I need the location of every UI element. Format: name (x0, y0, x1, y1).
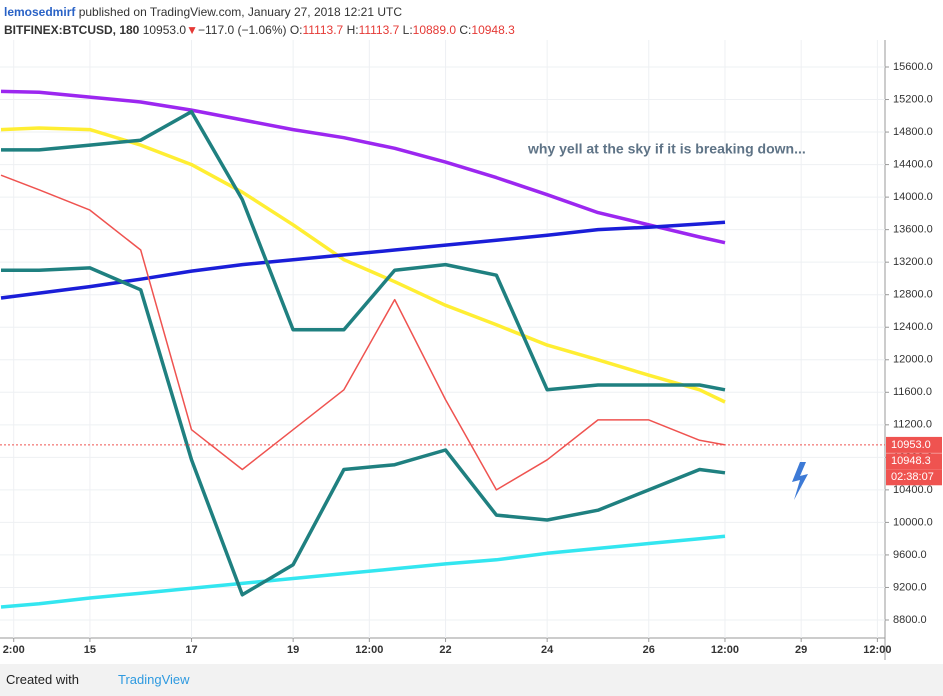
series-line (0, 534, 726, 609)
o-label: O: (289, 23, 303, 37)
brand[interactable]: TradingView (118, 672, 190, 687)
x-tick-label: 2:00 (3, 644, 25, 656)
x-tick-label: 12:00 (711, 644, 739, 656)
y-tick-label: 10000.0 (893, 516, 933, 528)
x-tick-label: 24 (541, 644, 554, 656)
x-tick-label: 15 (84, 644, 96, 656)
created-with: Created with (6, 672, 79, 687)
y-tick-label: 14000.0 (893, 191, 933, 203)
y-tick-label: 12400.0 (893, 321, 933, 333)
y-tick-label: 8800.0 (893, 614, 927, 626)
c-label: C: (459, 23, 472, 37)
countdown: 02:38:07 (891, 471, 934, 483)
price-label: 10953.0 (891, 439, 931, 451)
lightning-icon (792, 462, 808, 500)
price-label-box (886, 436, 942, 453)
x-tick-label: 12:00 (355, 644, 383, 656)
x-tick-label: 26 (643, 644, 655, 656)
series-line (1, 266, 726, 597)
y-tick-label: 14400.0 (893, 158, 933, 170)
series-line (0, 126, 726, 404)
series-line (0, 174, 726, 491)
y-tick-label: 15200.0 (893, 93, 933, 105)
price-label-box (886, 453, 942, 470)
plot-bg (0, 40, 885, 660)
published: published on TradingView.com, January 27… (78, 5, 403, 19)
x-tick-label: 22 (439, 644, 451, 656)
y-tick-label: 12000.0 (893, 354, 933, 366)
y-tick-label: 15600.0 (893, 61, 933, 73)
x-tick-label: 19 (287, 644, 299, 656)
x-tick-label: 17 (185, 644, 197, 656)
x-tick-label: 29 (795, 644, 807, 656)
y-tick-label: 13200.0 (893, 256, 933, 268)
series-line (1, 109, 726, 392)
y-tick-label: 9200.0 (893, 581, 927, 593)
chart: why yell at the sky if it is breaking do… (0, 40, 942, 660)
arrow: ▼ (186, 23, 198, 37)
price-label: 10948.3 (891, 455, 931, 467)
countdown-box (886, 469, 942, 486)
symbol: BITFINEX:BTCUSD, 180 (4, 23, 140, 37)
low: 10889.0 (412, 23, 457, 37)
high: 11113.7 (358, 23, 400, 37)
footer: Created with TradingView (0, 664, 943, 696)
y-tick-label: 14800.0 (893, 126, 933, 138)
last: 10953.0 (142, 23, 187, 37)
series-line (0, 220, 726, 300)
series-line (0, 89, 726, 245)
h-label: H: (346, 23, 359, 37)
header: lemosedmirf published on TradingView.com… (4, 3, 515, 39)
open: 11113.7 (302, 23, 344, 37)
y-tick-label: 12800.0 (893, 289, 933, 301)
y-tick-label: 11200.0 (893, 419, 932, 431)
y-tick-label: 13600.0 (893, 224, 933, 236)
y-tick-label: 10400.0 (893, 484, 933, 496)
y-tick-label: 9600.0 (893, 549, 927, 561)
author[interactable]: lemosedmirf (4, 5, 76, 19)
annotation: why yell at the sky if it is breaking do… (527, 141, 806, 157)
change: −117.0 (−1.06%) (197, 23, 287, 37)
close: 10948.3 (471, 23, 515, 37)
x-tick-label: 12:00 (863, 644, 891, 656)
y-tick-label: 11600.0 (893, 386, 932, 398)
l-label: L: (402, 23, 413, 37)
